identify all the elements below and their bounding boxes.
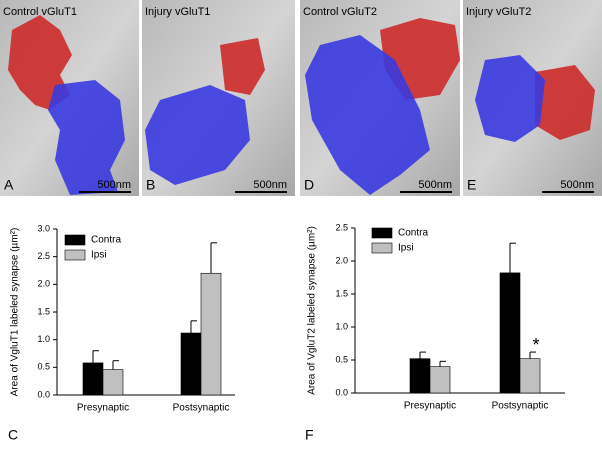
y-tick-label: 2.0	[335, 255, 348, 265]
error-bar	[529, 351, 536, 359]
y-tick-label: 3.0	[37, 223, 50, 233]
error-bar	[509, 242, 516, 273]
panel-letter: B	[146, 177, 155, 193]
bar	[519, 358, 541, 394]
error-bar	[92, 350, 99, 363]
scale-label: 500nm	[97, 179, 131, 191]
legend-label: Ipsi	[398, 243, 414, 254]
y-tick-label: 2.5	[37, 251, 50, 261]
legend-swatch	[64, 249, 86, 261]
y-tick-label: 0.5	[37, 362, 50, 372]
error-bar	[112, 360, 119, 370]
y-tick-label: 1.5	[335, 288, 348, 298]
error-bar	[439, 360, 446, 367]
y-tick-label: 1.5	[37, 306, 50, 316]
y-tick-label: 0.0	[335, 387, 348, 397]
y-tick-label: 2.5	[335, 222, 348, 232]
y-tick-label: 2.0	[37, 279, 50, 289]
y-tick-label: 1.0	[37, 334, 50, 344]
bar	[499, 272, 521, 394]
panel-letter: F	[305, 427, 314, 443]
micrograph-a	[0, 0, 139, 196]
scale-label: 500nm	[418, 179, 452, 191]
legend-label: Contra	[398, 228, 428, 239]
panel-label: Injury vGluT2	[466, 6, 531, 18]
legend-swatch	[371, 242, 393, 254]
scale-label: 500nm	[560, 179, 594, 191]
bar	[429, 366, 451, 394]
error-bar	[210, 242, 217, 274]
panel-letter: E	[467, 177, 476, 193]
bar	[102, 369, 124, 396]
panel-letter: A	[4, 177, 14, 193]
y-axis-label: Area of VgluT1 labeled synapse (µm²)	[10, 228, 21, 397]
panel-label: Control vGluT1	[3, 6, 77, 18]
x-tick-label: Presynaptic	[77, 403, 129, 414]
y-tick-label: 0.0	[37, 389, 50, 399]
y-axis-label: Area of VgluT2 labeled synapse (µm²)	[307, 226, 318, 395]
bar	[200, 272, 222, 396]
error-bar	[190, 320, 197, 334]
legend-label: Contra	[91, 235, 121, 246]
y-tick-label: 1.0	[335, 321, 348, 331]
bar	[409, 358, 431, 394]
micrograph-b	[142, 0, 295, 196]
bar	[180, 332, 202, 396]
x-tick-label: Presynaptic	[404, 401, 456, 412]
x-tick-label: Postsynaptic	[492, 401, 549, 412]
legend-swatch	[371, 227, 393, 239]
panel-letter: C	[8, 427, 18, 443]
panel-label: Injury vGluT1	[145, 6, 210, 18]
micrograph-e	[463, 0, 602, 196]
scale-label: 500nm	[253, 179, 287, 191]
x-tick-label: Postsynaptic	[173, 403, 230, 414]
panel-letter: D	[304, 177, 314, 193]
bar	[82, 362, 104, 396]
y-tick-label: 0.5	[335, 354, 348, 364]
micrograph-d	[300, 0, 460, 196]
panel-label: Control vGluT2	[303, 6, 377, 18]
legend-label: Ipsi	[91, 250, 107, 261]
legend-swatch	[64, 234, 86, 246]
annotation: *	[532, 335, 539, 355]
error-bar	[419, 351, 426, 359]
